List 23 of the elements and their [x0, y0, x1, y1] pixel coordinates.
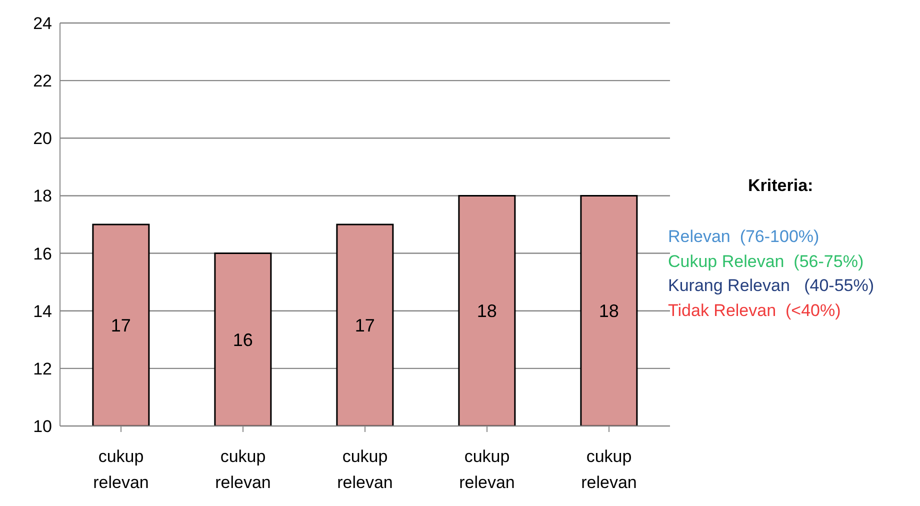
data-label: 17	[354, 316, 375, 336]
y-tick-label: 12	[33, 359, 52, 378]
y-tick-label: 16	[33, 244, 52, 264]
y-tick-label: 18	[33, 186, 52, 206]
data-label: 18	[476, 301, 497, 322]
x-tick-label: cukup relevan	[581, 447, 637, 492]
data-label: 18	[598, 301, 619, 322]
x-tick-label: cukup relevan	[337, 447, 393, 492]
annotation: Relevan (76-100%)	[668, 227, 820, 247]
y-tick-label: 10	[33, 417, 52, 436]
annotation: Cukup Relevan (56-75%)	[668, 252, 864, 272]
x-tick-label: cukup relevan	[459, 447, 515, 492]
y-tick-label: 22	[33, 72, 52, 91]
data-label: 17	[110, 316, 131, 336]
x-tick-label: cukup relevan	[93, 447, 149, 492]
y-tick-label: 20	[33, 129, 52, 148]
y-tick-label: 24	[33, 14, 52, 34]
legend-title: Kriteria:	[748, 176, 814, 196]
annotation: Tidak Relevan (<40%)	[668, 300, 841, 320]
data-label: 16	[232, 330, 253, 350]
x-tick-label: cukup relevan	[215, 447, 271, 492]
annotation: Kurang Relevan (40-55%)	[668, 276, 874, 296]
y-tick-label: 14	[33, 302, 52, 321]
